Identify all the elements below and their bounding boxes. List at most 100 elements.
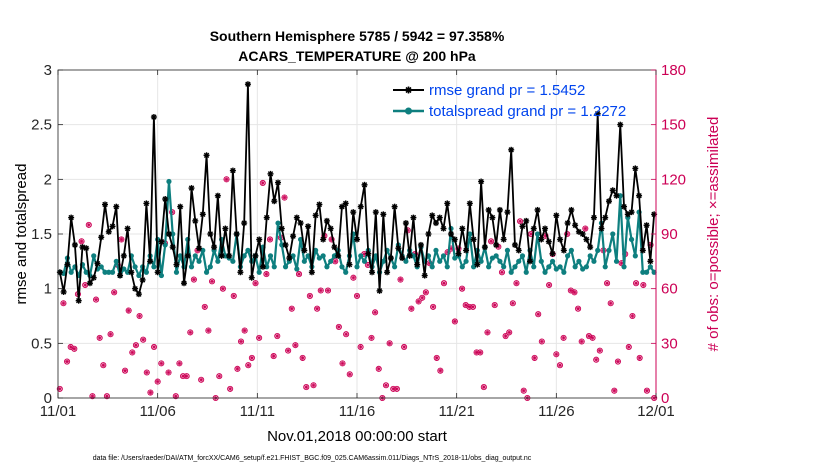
- obs-assimilated-point: [333, 259, 338, 264]
- obs-possible-point: [408, 305, 415, 312]
- y-tick-label-right: 120: [661, 171, 686, 188]
- obs-assimilated-point: [507, 330, 512, 335]
- rmse-point: [410, 214, 417, 221]
- obs-assimilated-point: [177, 361, 182, 366]
- totalspread-point: [331, 253, 338, 259]
- obs-possible-point: [567, 287, 574, 294]
- totalspread-point: [576, 258, 582, 264]
- obs-assimilated-point: [583, 226, 588, 231]
- rmse-point: [613, 192, 620, 199]
- obs-possible-point: [205, 327, 212, 334]
- rmse-point: [632, 165, 639, 172]
- rmse-point: [169, 244, 176, 251]
- totalspread-point: [489, 255, 495, 261]
- obs-possible-point: [604, 280, 611, 287]
- y-tick-label-right: 0: [661, 390, 669, 407]
- totalspread-point: [568, 247, 574, 253]
- rmse-point: [372, 209, 379, 216]
- obs-possible-point: [132, 342, 139, 349]
- obs-assimilated-point: [293, 343, 298, 348]
- rmse-point: [90, 274, 97, 281]
- rmse-point: [211, 244, 218, 251]
- obs-assimilated-point: [503, 334, 508, 339]
- obs-possible-point: [111, 289, 118, 296]
- totalspread-point: [640, 269, 646, 275]
- obs-possible-point: [430, 303, 437, 310]
- totalspread-point: [429, 264, 435, 270]
- totalspread-point: [166, 178, 172, 185]
- obs-possible-point: [107, 331, 114, 338]
- obs-assimilated-point: [434, 355, 439, 360]
- rmse-point: [500, 236, 507, 243]
- rmse-point: [154, 269, 161, 276]
- rmse-point: [579, 231, 586, 237]
- obs-possible-point: [556, 362, 564, 369]
- obs-assimilated-point: [362, 252, 367, 257]
- rmse-point: [102, 201, 109, 208]
- rmse-point: [150, 114, 157, 121]
- obs-assimilated-point: [97, 335, 102, 340]
- obs-possible-point: [415, 298, 422, 305]
- chart-title: Southern Hemisphere 5785 / 5942 = 97.358…: [210, 28, 505, 44]
- obs-assimilated-point: [554, 352, 559, 357]
- rmse-point: [147, 258, 154, 265]
- obs-possible-point: [578, 338, 585, 345]
- rmse-point: [222, 225, 229, 232]
- obs-assimilated-point: [605, 281, 610, 286]
- y-tick-label-left: 1.5: [31, 226, 52, 243]
- obs-assimilated-point: [572, 290, 577, 295]
- obs-assimilated-point: [86, 222, 91, 227]
- rmse-point: [320, 236, 327, 243]
- rmse-point: [553, 212, 560, 219]
- totalspread-point: [222, 253, 228, 259]
- y-tick-label-left: 0: [44, 390, 52, 407]
- obs-assimilated-point: [104, 394, 109, 399]
- rmse-point: [594, 110, 601, 117]
- rmse-point: [432, 220, 439, 227]
- rmse-point: [402, 220, 409, 227]
- rmse-point: [117, 272, 124, 279]
- obs-assimilated-point: [94, 297, 99, 302]
- totalspread-point: [91, 253, 97, 259]
- obs-assimilated-point: [239, 339, 244, 344]
- obs-assimilated-point: [133, 343, 138, 348]
- x-tick-label: 11/26: [538, 403, 574, 420]
- obs-possible-point: [259, 179, 266, 187]
- x-tick-label: 12/01: [637, 403, 675, 420]
- totalspread-point: [102, 269, 108, 275]
- obs-possible-point: [509, 300, 516, 307]
- rmse-point: [256, 236, 263, 243]
- rmse-point: [237, 269, 244, 276]
- obs-possible-point: [292, 342, 299, 349]
- rmse-point: [305, 223, 312, 230]
- obs-possible-point: [78, 238, 85, 245]
- rmse-point: [560, 247, 567, 254]
- obs-possible-point: [513, 280, 520, 287]
- totalspread-point: [301, 258, 307, 264]
- obs-possible-point: [71, 345, 78, 352]
- rmse-point: [263, 214, 270, 221]
- obs-possible-point: [198, 376, 205, 383]
- rmse-point: [180, 280, 187, 287]
- totalspread-point: [282, 264, 289, 270]
- obs-possible-point: [324, 287, 332, 294]
- rmse-point: [617, 121, 624, 128]
- obs-assimilated-point: [452, 319, 457, 324]
- totalspread-point: [271, 264, 277, 270]
- rmse-point: [598, 225, 605, 232]
- obs-possible-point: [596, 347, 603, 354]
- totalspread-point: [613, 258, 620, 264]
- obs-possible-point: [422, 289, 429, 296]
- rmse-point: [429, 212, 436, 219]
- totalspread-point: [124, 269, 131, 275]
- obs-possible-point: [270, 353, 277, 360]
- totalspread-point: [486, 264, 492, 270]
- obs-assimilated-point: [644, 388, 649, 393]
- rmse-point: [248, 274, 255, 281]
- obs-possible-point: [488, 238, 495, 245]
- obs-possible-point: [517, 218, 524, 225]
- totalspread-point: [647, 264, 653, 270]
- rmse-point: [575, 228, 582, 235]
- rmse-point: [628, 209, 635, 216]
- rmse-point: [105, 228, 112, 235]
